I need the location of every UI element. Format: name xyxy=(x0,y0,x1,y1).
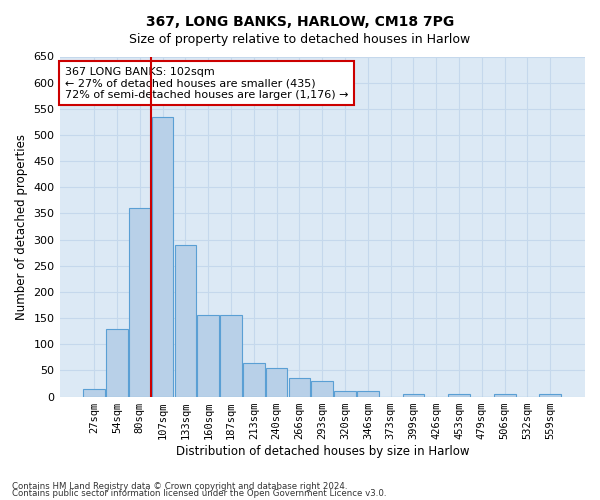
Bar xyxy=(334,392,356,396)
Bar xyxy=(83,388,105,396)
Text: 367 LONG BANKS: 102sqm
← 27% of detached houses are smaller (435)
72% of semi-de: 367 LONG BANKS: 102sqm ← 27% of detached… xyxy=(65,66,348,100)
Bar xyxy=(311,381,333,396)
Bar xyxy=(106,328,128,396)
Bar xyxy=(289,378,310,396)
Text: Contains HM Land Registry data © Crown copyright and database right 2024.: Contains HM Land Registry data © Crown c… xyxy=(12,482,347,491)
Y-axis label: Number of detached properties: Number of detached properties xyxy=(15,134,28,320)
Text: Size of property relative to detached houses in Harlow: Size of property relative to detached ho… xyxy=(130,32,470,46)
Bar xyxy=(243,362,265,396)
Bar xyxy=(152,116,173,396)
Text: Contains public sector information licensed under the Open Government Licence v3: Contains public sector information licen… xyxy=(12,490,386,498)
Bar xyxy=(266,368,287,396)
Bar xyxy=(357,392,379,396)
Bar xyxy=(129,208,151,396)
Bar xyxy=(403,394,424,396)
Bar xyxy=(494,394,515,396)
Bar xyxy=(220,316,242,396)
Bar xyxy=(197,316,219,396)
X-axis label: Distribution of detached houses by size in Harlow: Distribution of detached houses by size … xyxy=(176,444,469,458)
Bar xyxy=(539,394,561,396)
Bar xyxy=(175,245,196,396)
Bar xyxy=(448,394,470,396)
Text: 367, LONG BANKS, HARLOW, CM18 7PG: 367, LONG BANKS, HARLOW, CM18 7PG xyxy=(146,15,454,29)
